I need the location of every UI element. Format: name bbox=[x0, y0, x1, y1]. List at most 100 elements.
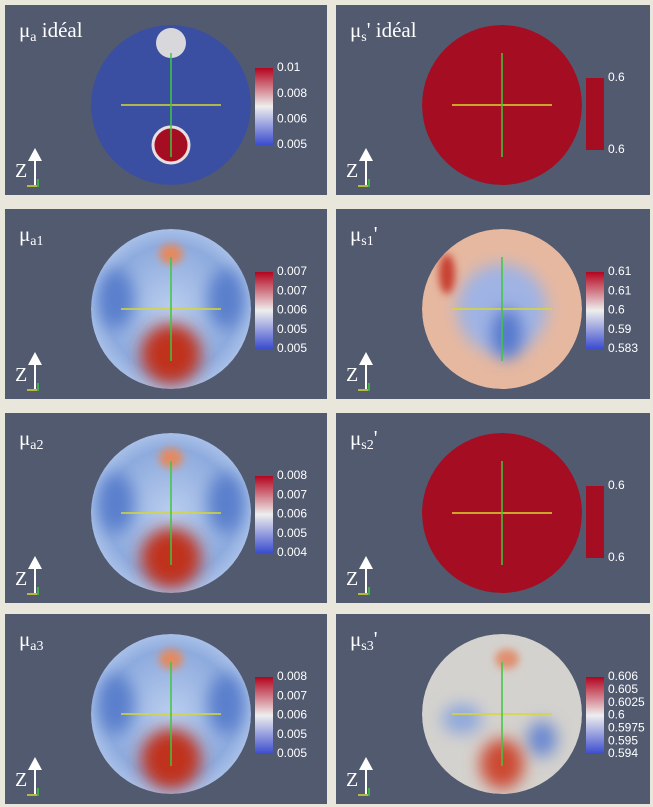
title-subscript: s1 bbox=[361, 234, 373, 249]
axis-label: Z bbox=[346, 160, 358, 182]
colorbar-label: 0.583 bbox=[608, 341, 638, 355]
axis-arrowhead bbox=[28, 352, 42, 365]
title-suffix: idéal bbox=[36, 18, 82, 42]
colorbar-label: 0.007 bbox=[277, 688, 307, 702]
colorbar-label: 0.61 bbox=[608, 283, 632, 297]
title-subscript: a1 bbox=[30, 234, 43, 249]
blob bbox=[439, 254, 455, 294]
colorbar bbox=[255, 677, 273, 754]
axis-arrowhead bbox=[359, 352, 373, 365]
colorbar-label: 0.6 bbox=[608, 70, 625, 84]
colorbar-label: 0.008 bbox=[277, 86, 307, 100]
title-suffix: ' bbox=[374, 627, 378, 651]
colorbar-label: 0.6 bbox=[608, 303, 625, 317]
colorbar bbox=[586, 486, 604, 558]
title-subscript: a bbox=[30, 30, 37, 45]
colorbar bbox=[586, 78, 604, 150]
blob bbox=[495, 649, 519, 669]
colorbar-label: 0.005 bbox=[277, 137, 307, 151]
colorbar-label: 0.59 bbox=[608, 322, 632, 336]
colorbar-label: 0.6 bbox=[608, 478, 625, 492]
panel: μs2' 0.6 0.6 Z bbox=[336, 413, 650, 603]
axis-label: Z bbox=[346, 769, 358, 791]
colorbar-label: 0.5975 bbox=[608, 721, 645, 735]
panel: μa2 0.008 0.007 0.006 0.005 0.004 Z bbox=[5, 413, 327, 603]
colorbar-label: 0.006 bbox=[277, 708, 307, 722]
colorbar-label: 0.005 bbox=[277, 341, 307, 355]
panel: μs1' 0.61 0.61 0.6 0.59 0.583 Z bbox=[336, 209, 650, 399]
title-subscript: a3 bbox=[30, 639, 43, 654]
colorbar-label: 0.005 bbox=[277, 322, 307, 336]
colorbar-label: 0.008 bbox=[277, 669, 307, 683]
colorbar-label: 0.6025 bbox=[608, 695, 645, 709]
title-symbol: μ bbox=[19, 627, 30, 651]
blob bbox=[492, 309, 522, 359]
axis-label: Z bbox=[15, 769, 27, 791]
blob bbox=[98, 674, 134, 734]
colorbar-label: 0.6 bbox=[608, 142, 625, 156]
panel-title: μs1' bbox=[350, 222, 378, 249]
axis-label: Z bbox=[15, 160, 27, 182]
title-symbol: μ bbox=[19, 426, 30, 450]
colorbar-label: 0.005 bbox=[277, 727, 307, 741]
panel-title: μs2' bbox=[350, 426, 378, 453]
title-symbol: μ bbox=[350, 18, 361, 42]
colorbar-label: 0.005 bbox=[277, 526, 307, 540]
colorbar-label: 0.007 bbox=[277, 487, 307, 501]
panel-title: μa3 bbox=[19, 627, 43, 654]
colorbar-label: 0.008 bbox=[277, 468, 307, 482]
panel: μa3 0.008 0.007 0.006 0.005 0.005 Z bbox=[5, 614, 327, 804]
title-suffix: ' bbox=[374, 222, 378, 246]
colorbar bbox=[586, 677, 604, 754]
colorbar-label: 0.6 bbox=[608, 708, 625, 722]
colorbar-label: 0.007 bbox=[277, 264, 307, 278]
title-subscript: s3 bbox=[361, 639, 373, 654]
blob bbox=[159, 448, 183, 468]
title-symbol: μ bbox=[350, 222, 361, 246]
colorbar bbox=[586, 272, 604, 349]
colorbar bbox=[255, 272, 273, 349]
blob bbox=[527, 721, 557, 757]
axis-arrowhead bbox=[28, 556, 42, 569]
blob bbox=[98, 269, 134, 329]
colorbar-label: 0.61 bbox=[608, 264, 632, 278]
colorbar-label: 0.595 bbox=[608, 733, 638, 747]
panel-title: μs3' bbox=[350, 627, 378, 654]
axis-label: Z bbox=[346, 568, 358, 590]
panel-title: μa2 bbox=[19, 426, 43, 453]
axis-arrowhead bbox=[28, 148, 42, 161]
colorbar-label: 0.6 bbox=[608, 550, 625, 564]
blob bbox=[442, 704, 482, 734]
title-symbol: μ bbox=[350, 426, 361, 450]
panel: μa1 0.007 0.007 0.006 0.005 0.005 Z bbox=[5, 209, 327, 399]
colorbar-label: 0.006 bbox=[277, 507, 307, 521]
panel-title: μs' idéal bbox=[350, 18, 417, 45]
title-symbol: μ bbox=[350, 627, 361, 651]
colorbar-label: 0.006 bbox=[277, 303, 307, 317]
title-symbol: μ bbox=[19, 222, 30, 246]
axis-arrowhead bbox=[28, 757, 42, 770]
blob bbox=[208, 269, 244, 329]
panel: μa idéal 0.01 0.008 0.006 0.005 Z bbox=[5, 5, 327, 195]
blob bbox=[208, 674, 244, 734]
blob bbox=[208, 473, 244, 533]
blob bbox=[159, 244, 183, 264]
panel-title: μa1 bbox=[19, 222, 43, 249]
panel: μs' idéal 0.6 0.6 Z bbox=[336, 5, 650, 195]
colorbar-label: 0.594 bbox=[608, 746, 638, 760]
axis-arrowhead bbox=[359, 148, 373, 161]
colorbar-label: 0.007 bbox=[277, 283, 307, 297]
title-subscript: a2 bbox=[30, 438, 43, 453]
axis-label: Z bbox=[15, 568, 27, 590]
colorbar bbox=[255, 476, 273, 553]
title-subscript: s bbox=[361, 30, 366, 45]
colorbar bbox=[255, 68, 273, 145]
colorbar-label: 0.006 bbox=[277, 112, 307, 126]
colorbar-label: 0.606 bbox=[608, 669, 638, 683]
axis-label: Z bbox=[15, 364, 27, 386]
title-suffix: ' idéal bbox=[367, 18, 417, 42]
title-subscript: s2 bbox=[361, 438, 373, 453]
colorbar-label: 0.004 bbox=[277, 545, 307, 559]
